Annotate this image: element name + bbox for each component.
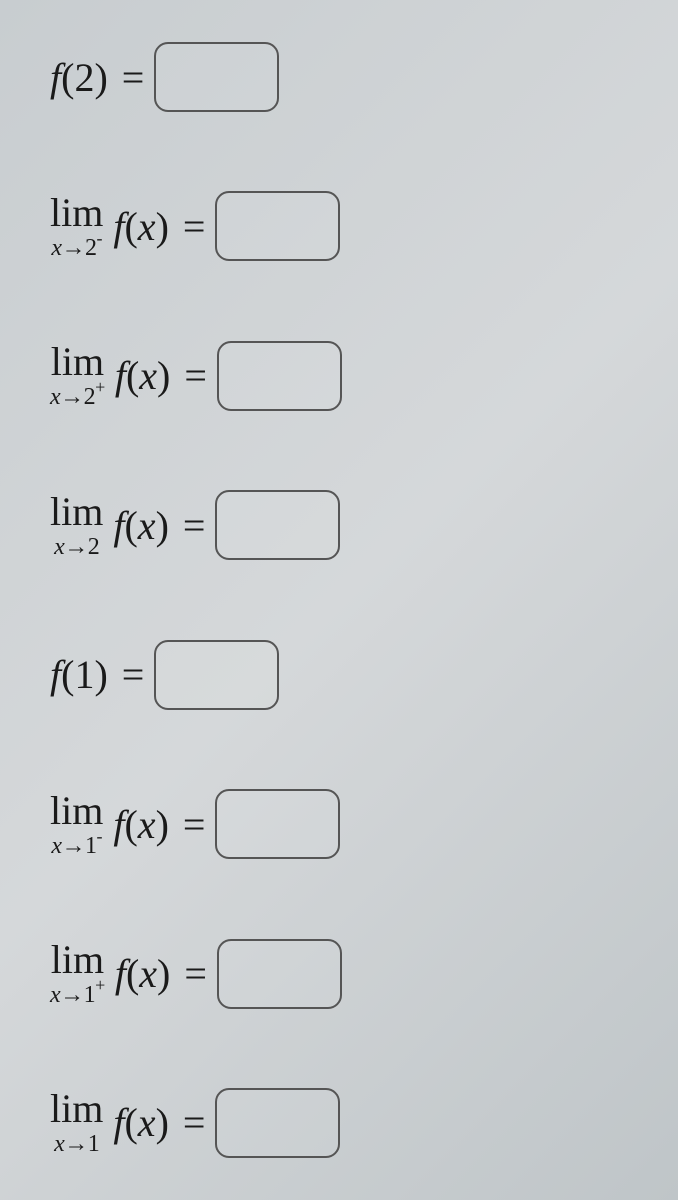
limit-notation: lim x→2 [50, 492, 103, 559]
equals-sign: = [122, 54, 145, 101]
argument: x [138, 801, 156, 848]
argument: 1 [74, 651, 94, 698]
expression-f-of-2: f(2) = [50, 54, 154, 101]
limit-approach: x→2+ [50, 380, 105, 409]
limit-approach: x→2 [54, 530, 99, 559]
answer-input-4[interactable] [215, 490, 340, 560]
limit-notation: lim x→2+ [50, 342, 105, 409]
answer-input-3[interactable] [217, 341, 342, 411]
question-row: lim x→1+ f(x) = [50, 939, 648, 1009]
answer-input-1[interactable] [154, 42, 279, 112]
expression-f-of-1: f(1) = [50, 651, 154, 698]
function-name: f [113, 801, 124, 848]
function-name: f [115, 950, 126, 997]
equals-sign: = [122, 651, 145, 698]
lim-text: lim [50, 1089, 103, 1129]
answer-input-6[interactable] [215, 789, 340, 859]
expression-limit: lim x→1 f(x) = [50, 1089, 215, 1156]
argument: x [138, 1099, 156, 1146]
equals-sign: = [183, 203, 206, 250]
equals-sign: = [184, 950, 207, 997]
answer-input-2[interactable] [215, 191, 340, 261]
function-name: f [113, 502, 124, 549]
question-row: f(2) = [50, 42, 648, 112]
question-row: f(1) = [50, 640, 648, 710]
answer-input-8[interactable] [215, 1088, 340, 1158]
lim-text: lim [50, 193, 103, 233]
argument: x [138, 203, 156, 250]
equals-sign: = [184, 352, 207, 399]
limit-notation: lim x→1+ [50, 940, 105, 1007]
limit-notation: lim x→1 [50, 1089, 103, 1156]
expression-limit: lim x→1+ f(x) = [50, 940, 217, 1007]
argument: x [139, 950, 157, 997]
expression-limit: lim x→2+ f(x) = [50, 342, 217, 409]
argument: 2 [74, 54, 94, 101]
function-name: f [113, 1099, 124, 1146]
open-paren: ( [61, 54, 74, 101]
limit-approach: x→2- [51, 231, 102, 260]
lim-text: lim [50, 791, 103, 831]
expression-limit: lim x→2- f(x) = [50, 193, 215, 260]
lim-text: lim [50, 492, 103, 532]
equals-sign: = [183, 502, 206, 549]
expression-limit: lim x→2 f(x) = [50, 492, 215, 559]
function-name: f [50, 54, 61, 101]
argument: x [138, 502, 156, 549]
answer-input-5[interactable] [154, 640, 279, 710]
close-paren: ) [94, 54, 107, 101]
limit-approach: x→1- [51, 829, 102, 858]
equals-sign: = [183, 801, 206, 848]
limit-approach: x→1 [54, 1127, 99, 1156]
question-row: lim x→2 f(x) = [50, 490, 648, 560]
limit-notation: lim x→2- [50, 193, 103, 260]
limit-notation: lim x→1- [50, 791, 103, 858]
function-name: f [115, 352, 126, 399]
equals-sign: = [183, 1099, 206, 1146]
question-row: lim x→1- f(x) = [50, 789, 648, 859]
answer-input-7[interactable] [217, 939, 342, 1009]
question-row: lim x→2- f(x) = [50, 191, 648, 261]
function-name: f [50, 651, 61, 698]
argument: x [139, 352, 157, 399]
expression-limit: lim x→1- f(x) = [50, 791, 215, 858]
function-name: f [113, 203, 124, 250]
question-row: lim x→1 f(x) = [50, 1088, 648, 1158]
question-row: lim x→2+ f(x) = [50, 341, 648, 411]
limit-approach: x→1+ [50, 978, 105, 1007]
